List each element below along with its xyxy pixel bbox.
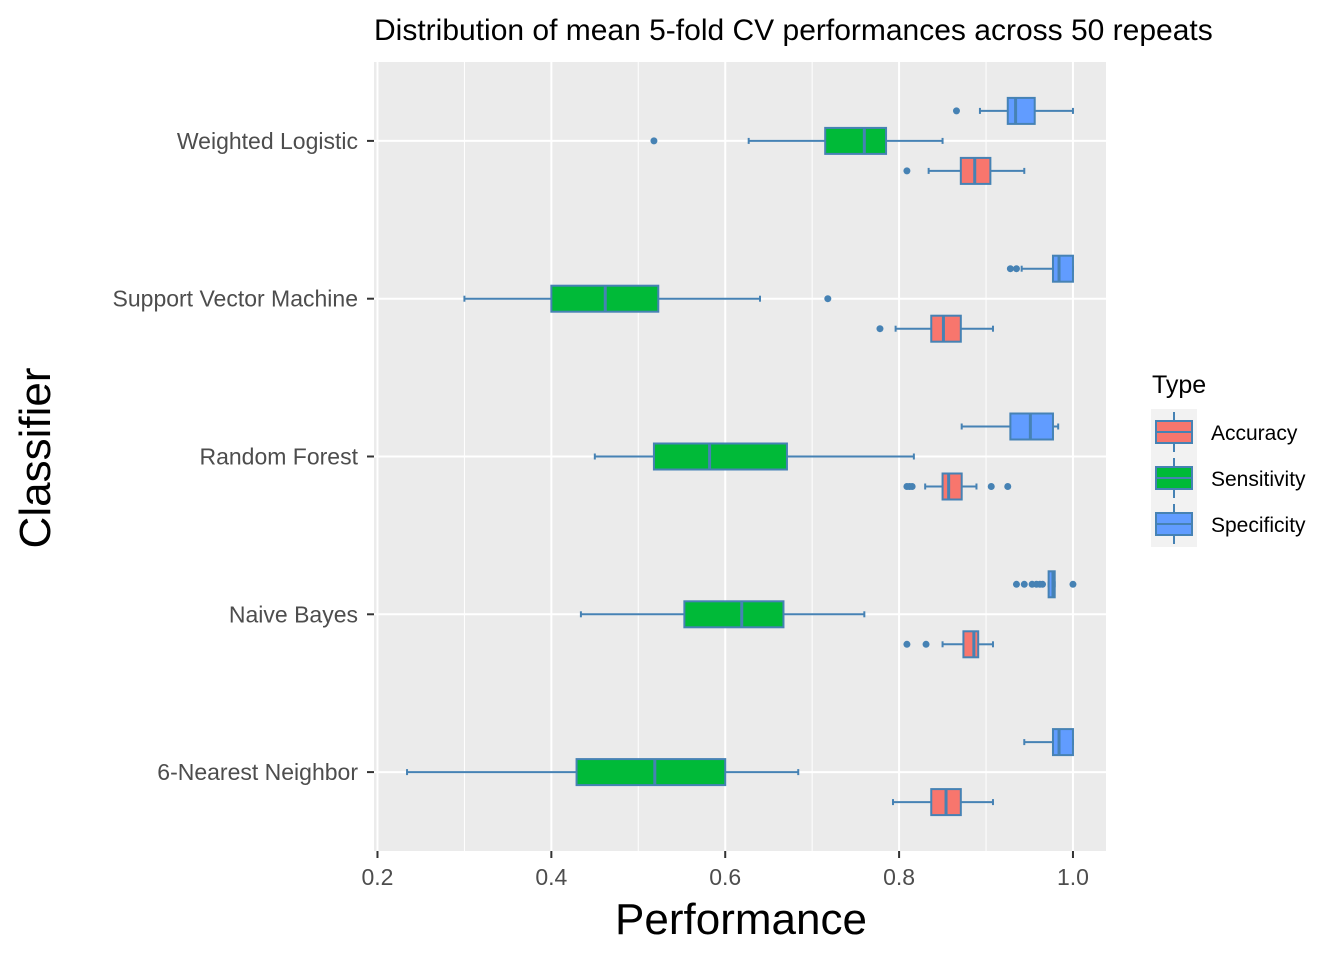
outlier-point bbox=[922, 640, 930, 648]
box-sensitivity bbox=[593, 442, 915, 471]
legend-label: Specificity bbox=[1211, 514, 1306, 537]
box-body bbox=[930, 314, 962, 343]
box-body bbox=[941, 472, 963, 501]
legend-label: Sensitivity bbox=[1211, 468, 1306, 491]
box-body bbox=[1051, 254, 1074, 283]
y-tick-label: Weighted Logistic bbox=[177, 128, 358, 154]
box-body bbox=[1051, 728, 1074, 757]
legend-entry-specificity: Specificity bbox=[1155, 504, 1306, 544]
box-body bbox=[1006, 96, 1036, 125]
y-axis-title: Classifier bbox=[11, 368, 60, 549]
y-tick-label: Naive Bayes bbox=[229, 601, 358, 627]
outlier-point bbox=[1012, 265, 1020, 273]
legend: Type Accuracy Sensitivity Specificity bbox=[1151, 371, 1306, 547]
box-body bbox=[575, 758, 727, 787]
y-tick-label: 6-Nearest Neighbor bbox=[157, 759, 358, 785]
box-sensitivity bbox=[463, 284, 832, 313]
x-tick-label: 0.4 bbox=[535, 864, 567, 890]
box-specificity bbox=[952, 96, 1074, 125]
box-specificity bbox=[1006, 254, 1074, 283]
legend-title: Type bbox=[1152, 371, 1206, 399]
box-sensitivity bbox=[406, 758, 800, 787]
outlier-point bbox=[903, 167, 911, 175]
box-specificity bbox=[1012, 570, 1077, 599]
box-accuracy bbox=[876, 314, 994, 343]
x-tick-label: 0.8 bbox=[883, 864, 915, 890]
box-accuracy bbox=[903, 630, 994, 659]
y-tick-label: Random Forest bbox=[199, 444, 358, 470]
box-body bbox=[683, 600, 785, 629]
outlier-point bbox=[903, 640, 911, 648]
outlier-point bbox=[1039, 580, 1047, 588]
outlier-point bbox=[876, 325, 884, 333]
x-axis: 0.2 0.4 0.6 0.8 1.0 bbox=[361, 851, 1089, 890]
chart-title: Distribution of mean 5-fold CV performan… bbox=[374, 14, 1213, 47]
box-body bbox=[824, 126, 888, 155]
x-tick-label: 0.6 bbox=[709, 864, 741, 890]
outlier-point bbox=[1012, 580, 1020, 588]
legend-entry-accuracy: Accuracy bbox=[1155, 412, 1298, 452]
outlier-point bbox=[1004, 483, 1012, 490]
x-axis-title: Performance bbox=[615, 895, 867, 944]
box-specificity bbox=[1023, 728, 1074, 757]
box-body bbox=[962, 630, 980, 659]
box-layer bbox=[406, 96, 1077, 817]
legend-entry-sensitivity: Sensitivity bbox=[1155, 458, 1306, 498]
box-body bbox=[652, 442, 788, 471]
outlier-point bbox=[1020, 580, 1028, 588]
outlier-point bbox=[952, 107, 960, 115]
outlier-point bbox=[1069, 580, 1077, 588]
box-accuracy bbox=[903, 156, 1026, 185]
box-accuracy bbox=[903, 472, 1012, 501]
box-sensitivity bbox=[650, 126, 944, 155]
box-accuracy bbox=[892, 788, 994, 817]
box-specificity bbox=[960, 412, 1060, 441]
x-tick-label: 0.2 bbox=[361, 864, 393, 890]
outlier-point bbox=[650, 137, 658, 145]
box-sensitivity bbox=[579, 600, 866, 629]
outlier-point bbox=[824, 295, 832, 303]
outlier-point bbox=[987, 483, 995, 490]
y-tick-label: Support Vector Machine bbox=[113, 286, 358, 312]
outlier-point bbox=[1006, 265, 1014, 273]
x-tick-label: 1.0 bbox=[1057, 864, 1089, 890]
y-axis: Weighted Logistic Support Vector Machine R… bbox=[113, 128, 374, 785]
legend-label: Accuracy bbox=[1211, 422, 1298, 445]
outlier-point bbox=[908, 483, 916, 490]
